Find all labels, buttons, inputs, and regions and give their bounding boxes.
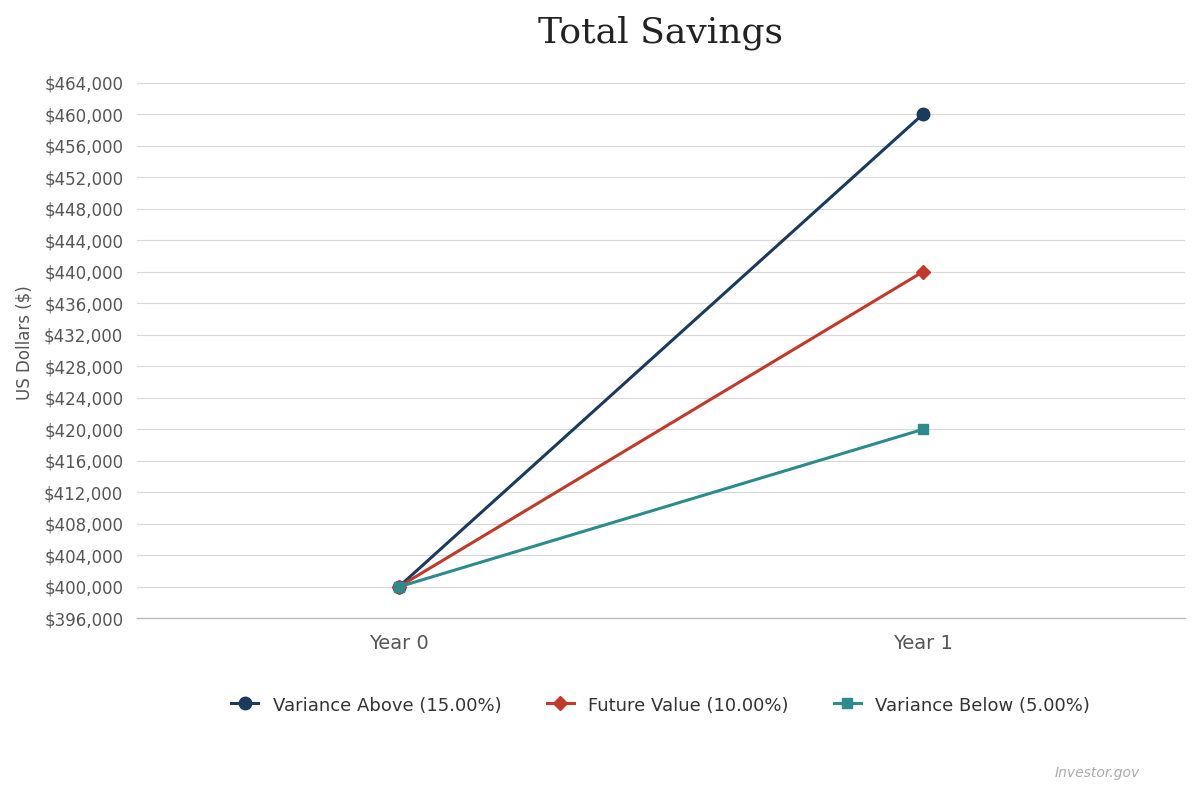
Future Value (10.00%) (916, 267, 930, 277)
Y-axis label: US Dollars ($): US Dollars ($) (16, 286, 34, 400)
Title: Total Savings: Total Savings (539, 15, 784, 50)
Legend: Variance Above (15.00%), Future Value (10.00%), Variance Below (5.00%): Variance Above (15.00%), Future Value (1… (224, 688, 1098, 722)
Future Value (10.00%) (391, 582, 406, 592)
Line: Variance Below (5.00%): Variance Below (5.00%) (394, 425, 928, 592)
Variance Below (5.00%) (916, 425, 930, 434)
Line: Future Value (10.00%): Future Value (10.00%) (394, 267, 928, 592)
Variance Below (5.00%) (391, 582, 406, 592)
Text: Investor.gov: Investor.gov (1055, 766, 1140, 780)
